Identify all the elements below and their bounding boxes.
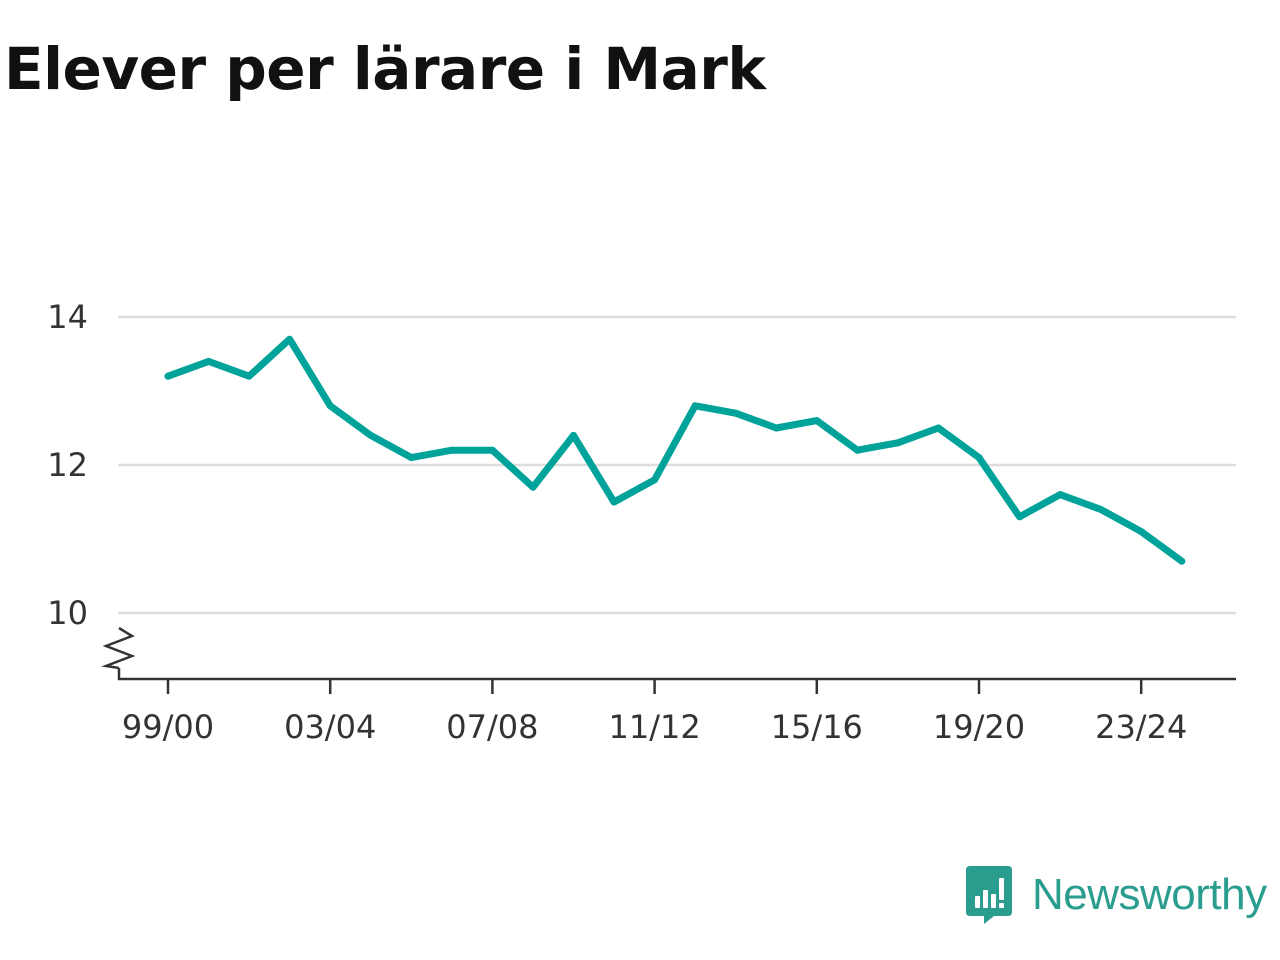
y-tick-label: 10 [47, 594, 88, 632]
data-point-08/09 [529, 483, 537, 491]
data-point-10/11 [610, 498, 618, 506]
data-point-12/13 [691, 402, 699, 410]
x-tick-label: 15/16 [771, 708, 863, 746]
data-point-13/14 [732, 409, 740, 417]
data-point-17/18 [894, 439, 902, 447]
x-tick-label: 99/00 [122, 708, 214, 746]
data-point-07/08 [488, 446, 496, 454]
x-tick-label: 07/08 [446, 708, 538, 746]
chart-title: Elever per lärare i Mark [4, 35, 766, 103]
x-axis-ticks: 99/00 03/04 07/08 11/12 15/16 19/20 23/24 [122, 680, 1187, 746]
x-tick-label: 19/20 [933, 708, 1025, 746]
newsworthy-logo: Newsworthy [964, 864, 1267, 926]
data-point-23/24 [1137, 528, 1145, 536]
data-point-09/10 [570, 431, 577, 439]
x-tick-label: 11/12 [608, 708, 700, 746]
data-point-02/03 [286, 335, 294, 343]
gridlines [118, 315, 1236, 615]
data-point-16/17 [853, 446, 861, 454]
newsworthy-logo-icon [966, 866, 1012, 924]
y-tick-label: 14 [47, 298, 88, 336]
brand-name: Newsworthy [1032, 870, 1267, 919]
axes [101, 626, 1236, 681]
data-point-22/23 [1097, 505, 1105, 513]
data-point-20/21 [1016, 513, 1024, 521]
y-tick-label: 12 [47, 446, 88, 484]
data-point-18/19 [934, 424, 942, 432]
data-point-05/06 [407, 454, 415, 462]
data-point-03/04 [326, 402, 334, 410]
series-line [164, 335, 1186, 565]
data-point-04/05 [367, 431, 375, 439]
data-point-15/16 [813, 417, 821, 425]
data-point-11/12 [651, 476, 659, 484]
y-axis-ticks: 10 12 14 [47, 298, 88, 632]
data-point-24/25 [1178, 557, 1186, 565]
data-point-19/20 [975, 454, 983, 462]
y-axis-break-icon [101, 626, 136, 670]
data-point-99/00 [164, 372, 172, 380]
data-point-21/22 [1056, 491, 1064, 499]
data-point-06/07 [448, 446, 456, 454]
data-point-00/01 [205, 357, 213, 365]
x-tick-label: 23/24 [1095, 708, 1187, 746]
data-point-01/02 [245, 372, 253, 380]
series-points [164, 335, 1186, 565]
x-tick-label: 03/04 [284, 708, 376, 746]
data-point-14/15 [772, 424, 780, 432]
